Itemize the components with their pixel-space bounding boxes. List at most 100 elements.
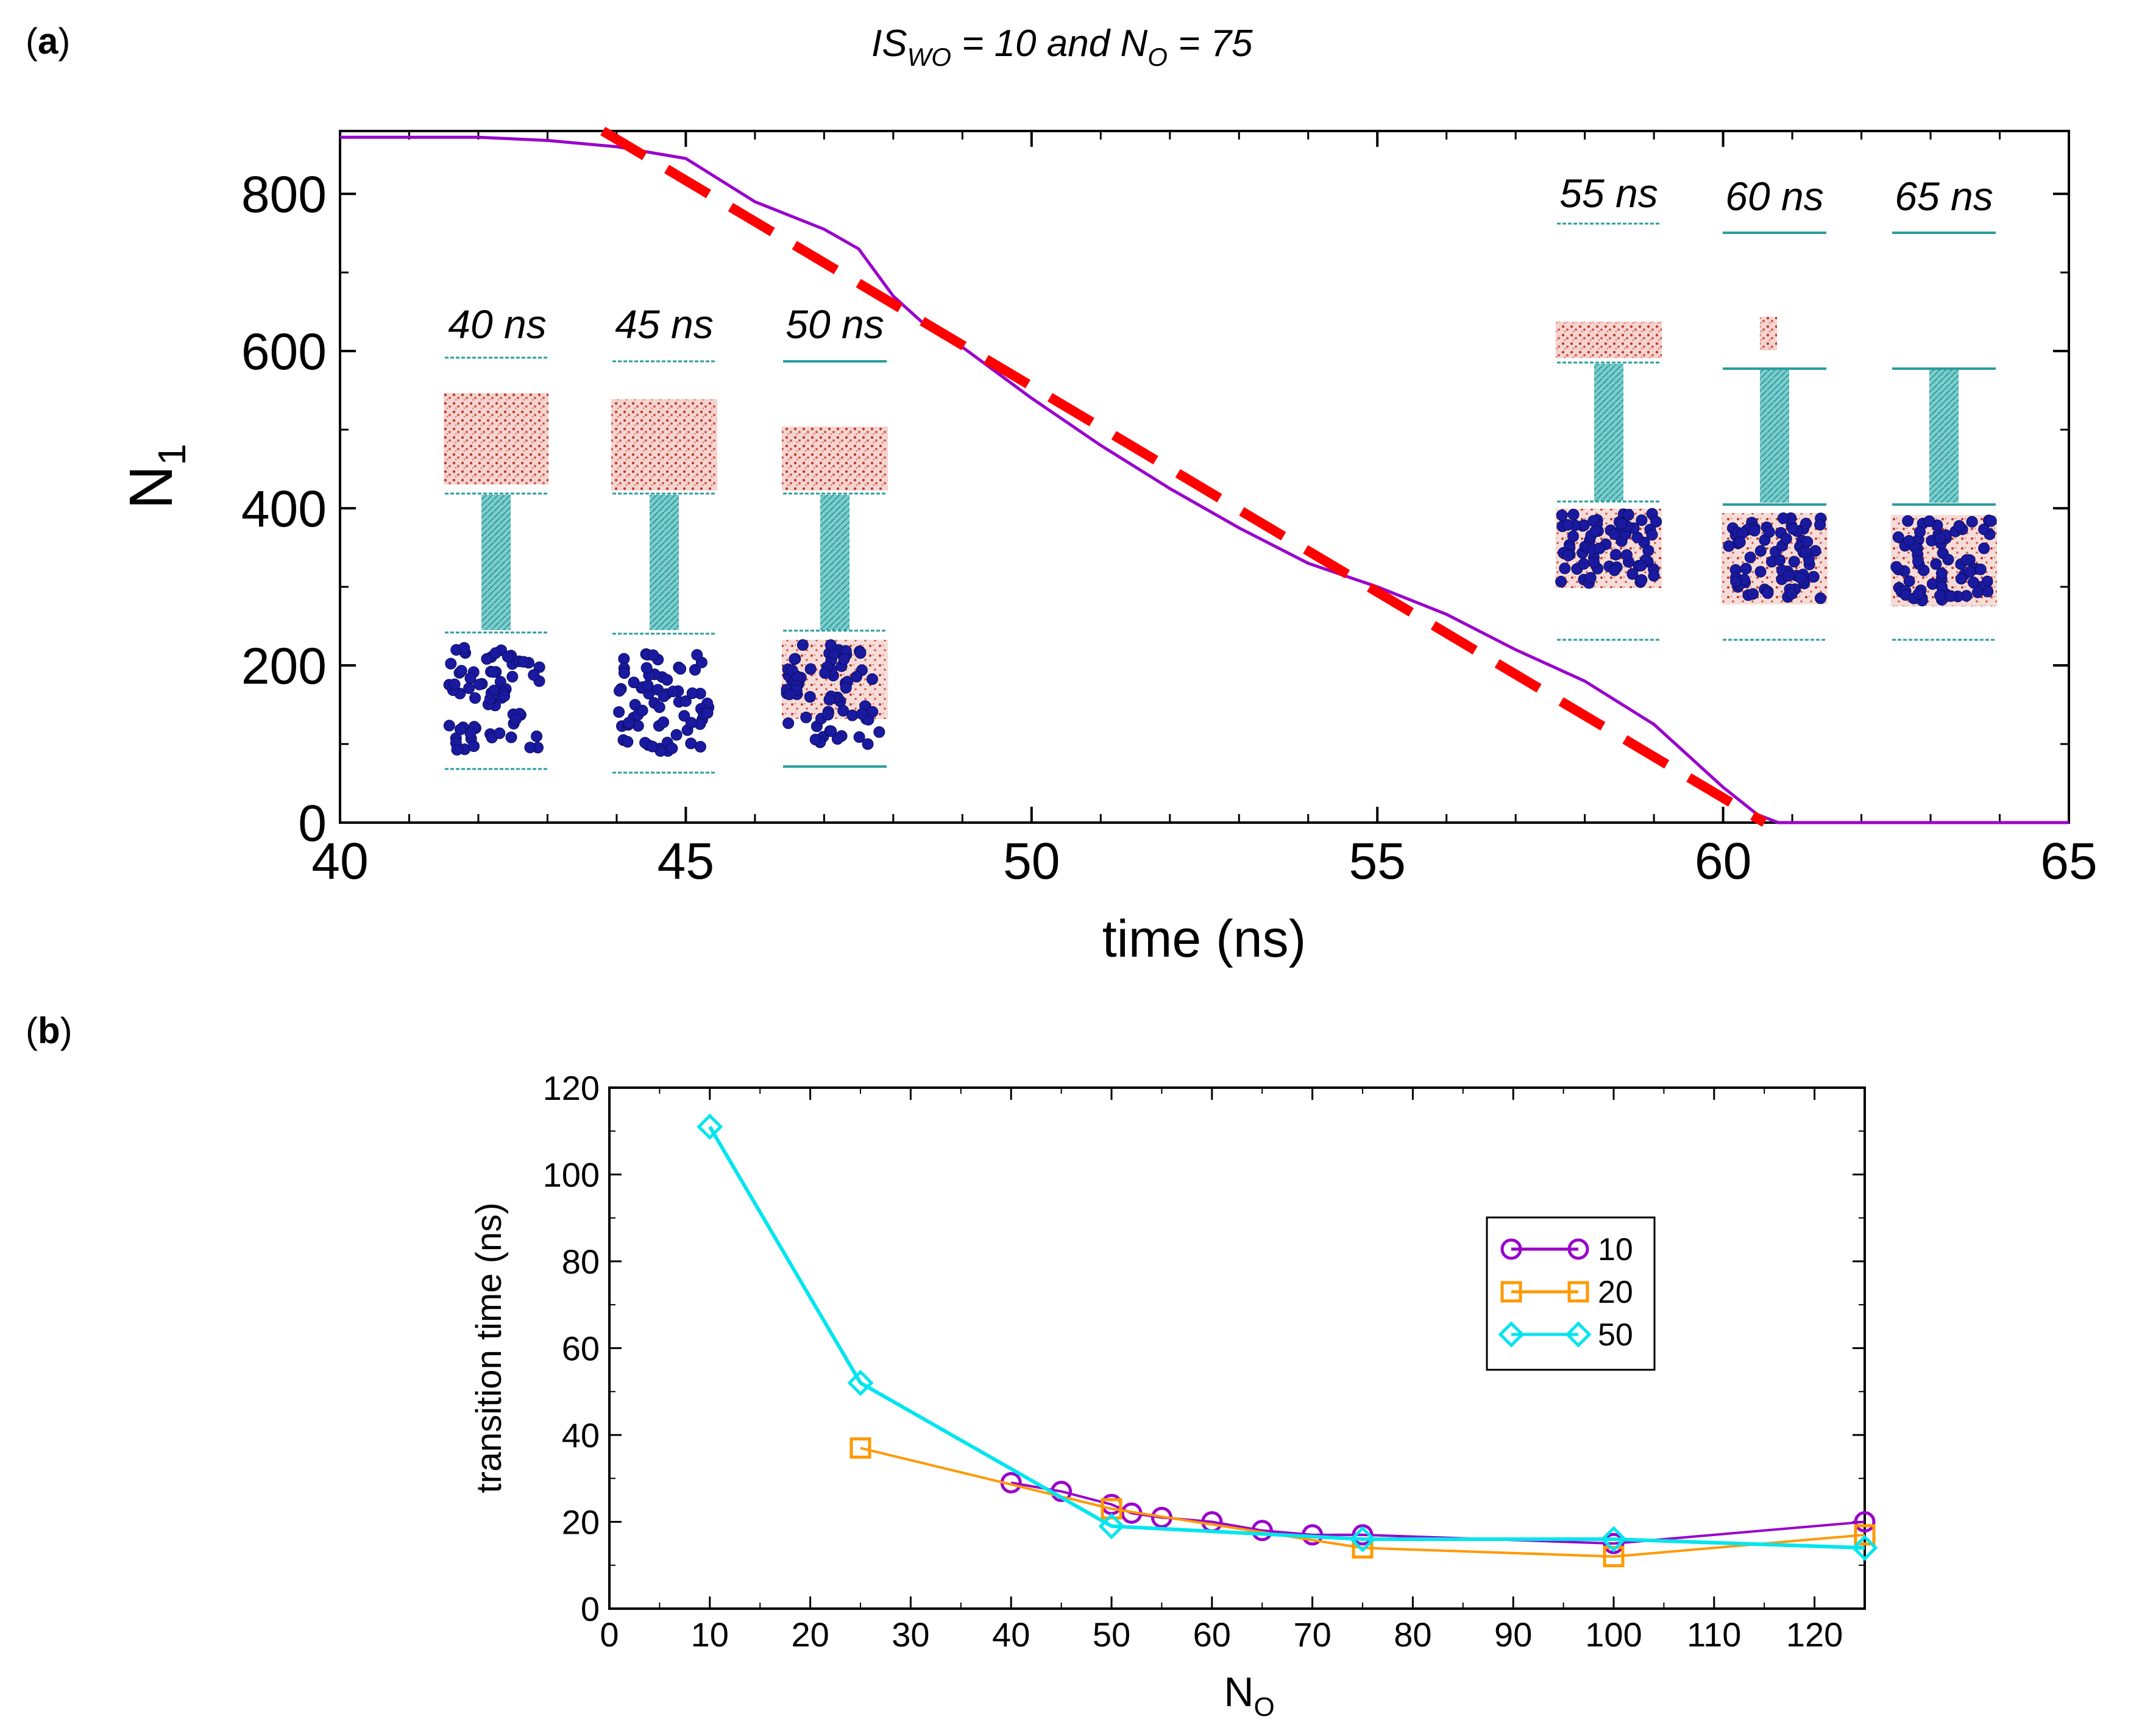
legend-label-50: 50 xyxy=(1598,1317,1633,1353)
oil-molecule xyxy=(804,691,816,703)
oil-molecule xyxy=(1890,561,1903,573)
snapshot-label-40ns: 40 ns xyxy=(448,302,546,347)
oil-molecule xyxy=(1635,559,1647,572)
oil-molecule xyxy=(1960,554,1973,566)
x-tick-label-b: 50 xyxy=(1093,1615,1130,1654)
x-tick-label-b: 90 xyxy=(1494,1615,1532,1654)
oil-molecule xyxy=(1902,515,1914,527)
snapshot-insets: 40 ns 45 ns 50 ns 55 ns 60 ns 65 ns xyxy=(443,171,1997,774)
legend-marker-50 xyxy=(1498,1321,1525,1348)
oil-molecule xyxy=(1955,573,1967,585)
data-point-20 xyxy=(849,1437,871,1459)
legend-marker-10 xyxy=(1567,1238,1589,1260)
snapshot-40ns xyxy=(443,356,548,770)
oil-molecule xyxy=(838,653,850,665)
legend-marker-10 xyxy=(1500,1238,1522,1260)
oil-molecule xyxy=(691,649,703,661)
x-tick-label-b: 10 xyxy=(691,1615,729,1654)
oil-molecule xyxy=(1782,570,1794,582)
x-tick-label-b: 40 xyxy=(992,1615,1030,1654)
series-line-20 xyxy=(860,1447,1865,1558)
oil-molecule xyxy=(1935,567,1948,579)
oil-molecule xyxy=(1934,589,1946,601)
data-point-50 xyxy=(697,1113,723,1140)
oil-molecule xyxy=(509,714,522,726)
oil-molecule xyxy=(445,657,457,670)
oil-molecule xyxy=(694,741,706,753)
oil-molecule xyxy=(505,731,517,743)
oil-molecule xyxy=(1754,545,1767,557)
oil-molecule xyxy=(800,711,812,723)
oil-molecule xyxy=(658,716,670,728)
oil-molecule xyxy=(689,664,701,676)
oil-molecule xyxy=(1747,588,1759,600)
data-point-10 xyxy=(1352,1524,1374,1546)
oil-molecule xyxy=(618,667,630,679)
legend-label-20: 20 xyxy=(1598,1275,1633,1310)
oil-molecule xyxy=(784,689,796,700)
oil-molecule xyxy=(867,706,879,718)
oil-molecule xyxy=(1814,592,1826,604)
snapshot-55ns xyxy=(1555,222,1662,641)
panel-a-label: (a) xyxy=(26,21,70,62)
oil-molecule xyxy=(613,706,625,718)
oil-molecule xyxy=(866,673,878,685)
snapshot-label-65ns: 65 ns xyxy=(1895,174,1993,219)
oil-molecule xyxy=(517,656,530,668)
y-tick-label-b: 80 xyxy=(562,1242,600,1281)
oil-molecule xyxy=(1968,576,1979,589)
oil-molecule xyxy=(1892,531,1904,543)
data-point-50 xyxy=(1600,1526,1627,1553)
oil-molecule xyxy=(670,729,683,741)
data-point-50 xyxy=(1098,1513,1125,1540)
y-tick-label-a: 200 xyxy=(241,637,327,695)
oil-molecule xyxy=(636,704,648,717)
series-line-50 xyxy=(708,1125,1865,1550)
x-tick-label-a: 55 xyxy=(1349,832,1405,890)
oil-molecule xyxy=(1780,533,1792,545)
x-tick-label-b: 60 xyxy=(1193,1615,1231,1654)
oil-molecule xyxy=(623,717,635,729)
oil-molecule xyxy=(789,653,801,665)
snapshot-65ns xyxy=(1890,232,1997,641)
x-tick-label-b: 110 xyxy=(1687,1615,1741,1654)
plot-a-ylabel: N1 xyxy=(117,444,194,509)
oil-molecule xyxy=(1974,563,1987,575)
oil-molecule xyxy=(1642,545,1654,557)
oil-molecule xyxy=(1562,550,1574,562)
oil-molecule xyxy=(661,674,673,686)
oil-molecule xyxy=(1912,588,1924,600)
oil-molecule xyxy=(1615,518,1628,530)
oil-molecule xyxy=(1953,520,1965,532)
oil-molecule xyxy=(1740,562,1752,575)
oil-molecule xyxy=(1788,556,1800,568)
y-tick-label-b: 20 xyxy=(562,1503,600,1542)
oil-molecule xyxy=(443,720,455,732)
oil-molecule xyxy=(837,704,849,717)
oil-molecule xyxy=(502,651,514,663)
oil-molecule xyxy=(782,717,795,729)
oil-molecule xyxy=(1985,515,1997,527)
oil-molecule xyxy=(463,682,475,694)
x-tick-label-b: 30 xyxy=(892,1615,929,1654)
oil-molecule xyxy=(1786,588,1798,600)
oil-molecule xyxy=(862,738,874,750)
oil-molecule xyxy=(1777,512,1789,524)
oil-molecule xyxy=(1795,572,1807,584)
plot-b-frame xyxy=(608,1086,1866,1610)
oil-molecule xyxy=(531,730,543,742)
y-tick-label-a: 0 xyxy=(298,795,327,852)
oil-molecule xyxy=(464,672,477,684)
oil-molecule xyxy=(1942,553,1954,565)
data-point-50 xyxy=(847,1369,874,1397)
oil-molecule xyxy=(1914,526,1926,538)
data-point-50 xyxy=(1851,1534,1878,1561)
oil-molecule xyxy=(678,710,690,722)
oil-molecule xyxy=(1945,590,1957,602)
oil-molecule xyxy=(1978,523,1990,536)
oil-molecule xyxy=(488,684,500,696)
oil-molecule xyxy=(667,686,679,698)
y-tick-label-a: 600 xyxy=(241,323,327,380)
oil-molecule xyxy=(873,726,885,738)
y-tick-label-b: 0 xyxy=(581,1590,600,1628)
